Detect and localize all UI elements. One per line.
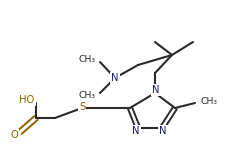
Text: N: N — [132, 126, 140, 136]
Text: N: N — [159, 126, 167, 136]
Text: HO: HO — [19, 95, 35, 105]
Text: CH₃: CH₃ — [78, 91, 95, 100]
Text: CH₃: CH₃ — [200, 98, 217, 107]
Text: O: O — [10, 130, 18, 140]
Text: N: N — [152, 85, 160, 95]
Text: S: S — [79, 102, 85, 112]
Text: N: N — [111, 73, 119, 83]
Text: CH₃: CH₃ — [78, 54, 95, 63]
